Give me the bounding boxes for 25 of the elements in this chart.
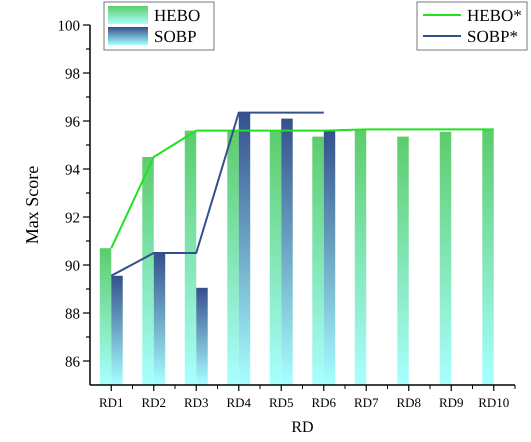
x-tick-label: RD6 <box>311 395 337 410</box>
legend-label: HEBO <box>154 6 200 25</box>
x-axis-title: RD <box>291 419 314 436</box>
x-tick-label: RD1 <box>98 395 124 410</box>
y-tick-label: 88 <box>65 306 80 322</box>
x-tick-label: RD7 <box>354 395 380 410</box>
line-series <box>110 128 495 250</box>
x-tick-label: RD4 <box>226 395 252 410</box>
y-tick-label: 96 <box>65 114 80 130</box>
y-tick-label: 98 <box>65 66 80 82</box>
y-axis-title: Max Score <box>22 166 42 244</box>
legend-label: HEBO* <box>467 6 522 25</box>
y-tick-label: 92 <box>65 210 80 226</box>
x-tick-label: RD9 <box>438 395 464 410</box>
y-tick-label: 86 <box>65 354 80 370</box>
x-tick-label: RD5 <box>268 395 294 410</box>
y-tick-label: 90 <box>65 258 80 274</box>
x-tick-label: RD3 <box>184 395 209 410</box>
x-tick-label: RD10 <box>478 395 510 410</box>
legend-label: SOBP* <box>467 27 518 46</box>
x-tick-label: RD8 <box>396 395 422 410</box>
x-tick-label: RD2 <box>141 395 166 410</box>
y-tick-label: 94 <box>65 162 80 178</box>
y-tick-label: 100 <box>58 18 80 34</box>
legend-label: SOBP <box>154 27 197 46</box>
